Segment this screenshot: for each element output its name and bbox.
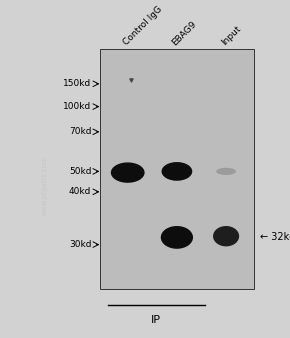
Text: ← 32kd: ← 32kd — [260, 232, 290, 242]
Ellipse shape — [111, 162, 145, 183]
Text: Input: Input — [220, 24, 243, 47]
Ellipse shape — [161, 226, 193, 249]
Text: EBAG9: EBAG9 — [171, 19, 198, 47]
Text: Control IgG: Control IgG — [121, 5, 164, 47]
Text: 70kd: 70kd — [69, 127, 91, 136]
Ellipse shape — [216, 168, 236, 175]
Ellipse shape — [213, 226, 239, 246]
Text: 100kd: 100kd — [63, 102, 91, 111]
Text: www.ptgab3.com: www.ptgab3.com — [42, 155, 48, 216]
Text: 150kd: 150kd — [63, 79, 91, 88]
Ellipse shape — [162, 162, 192, 181]
Text: 30kd: 30kd — [69, 240, 91, 249]
Text: IP: IP — [151, 315, 161, 325]
Bar — [100, 49, 254, 289]
Text: 50kd: 50kd — [69, 167, 91, 176]
Text: 40kd: 40kd — [69, 187, 91, 196]
